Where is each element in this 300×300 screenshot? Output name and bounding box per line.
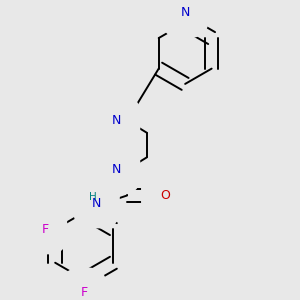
Text: O: O (160, 189, 170, 202)
Text: F: F (81, 286, 88, 299)
Text: N: N (112, 163, 122, 176)
Text: N: N (112, 114, 122, 127)
Text: N: N (181, 6, 190, 19)
Text: F: F (41, 223, 48, 236)
Text: H: H (89, 192, 97, 202)
Text: N: N (92, 196, 101, 210)
